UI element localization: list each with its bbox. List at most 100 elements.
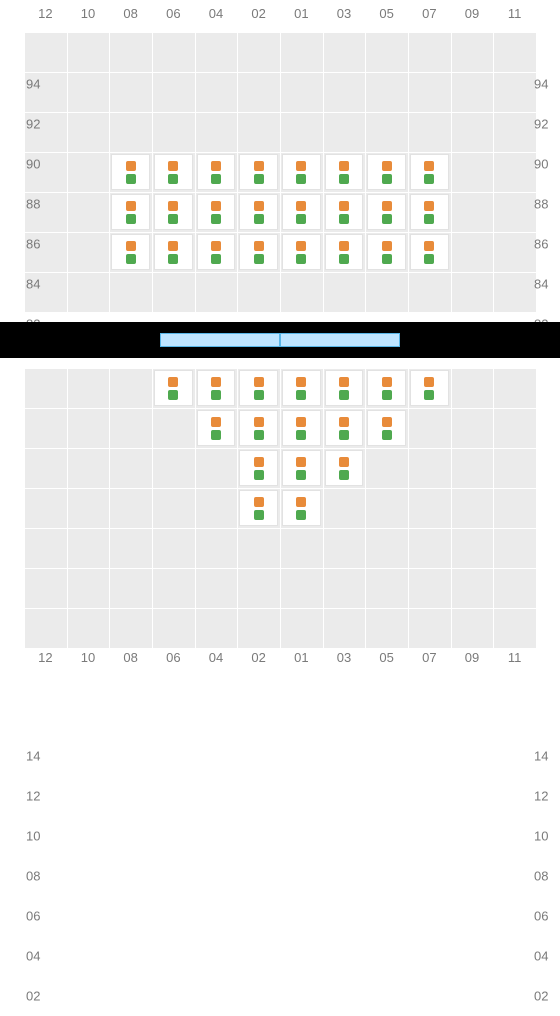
column-label: 09 xyxy=(465,6,479,21)
grid-cell[interactable] xyxy=(282,154,321,190)
grid-cell[interactable] xyxy=(197,410,236,446)
grid-cell[interactable] xyxy=(197,194,236,230)
marker-top xyxy=(254,417,264,427)
grid-cell[interactable] xyxy=(239,450,278,486)
column-label: 05 xyxy=(379,650,393,665)
grid-cell[interactable] xyxy=(111,154,150,190)
marker-bottom xyxy=(254,470,264,480)
marker-top xyxy=(339,241,349,251)
grid-cell[interactable] xyxy=(154,370,193,406)
row-label: 10 xyxy=(534,829,548,844)
row-label: 12 xyxy=(534,789,548,804)
grid-cell[interactable] xyxy=(325,194,364,230)
column-label: 01 xyxy=(294,6,308,21)
marker-bottom xyxy=(168,214,178,224)
grid-cell[interactable] xyxy=(410,370,449,406)
grid-cell[interactable] xyxy=(282,410,321,446)
marker-top xyxy=(254,241,264,251)
marker-top xyxy=(296,241,306,251)
marker-top xyxy=(211,241,221,251)
grid-cell[interactable] xyxy=(367,234,406,270)
marker-bottom xyxy=(126,174,136,184)
marker-top xyxy=(382,417,392,427)
column-label: 10 xyxy=(81,650,95,665)
grid-cell[interactable] xyxy=(410,194,449,230)
bottom-row-labels-left: 14121008060402 xyxy=(26,736,50,1016)
grid-cell[interactable] xyxy=(282,490,321,526)
divider-band xyxy=(0,322,560,358)
column-label: 08 xyxy=(123,6,137,21)
grid-cell[interactable] xyxy=(367,194,406,230)
row-label: 84 xyxy=(534,277,548,292)
grid-cell[interactable] xyxy=(367,410,406,446)
grid-cell[interactable] xyxy=(367,370,406,406)
marker-bottom xyxy=(126,254,136,264)
bottom-cells xyxy=(24,368,536,648)
grid-cell[interactable] xyxy=(325,154,364,190)
grid-cell[interactable] xyxy=(154,194,193,230)
marker-bottom xyxy=(296,470,306,480)
marker-top xyxy=(296,457,306,467)
marker-bottom xyxy=(424,254,434,264)
grid-cell[interactable] xyxy=(154,234,193,270)
row-label: 86 xyxy=(534,237,548,252)
marker-bottom xyxy=(168,390,178,400)
marker-bottom xyxy=(382,214,392,224)
seating-diagram: 121008060402010305070911 94929088868482 … xyxy=(0,0,560,680)
marker-bottom xyxy=(254,214,264,224)
marker-top xyxy=(254,497,264,507)
grid-cell[interactable] xyxy=(282,194,321,230)
grid-cell[interactable] xyxy=(239,234,278,270)
marker-bottom xyxy=(424,214,434,224)
grid-cell[interactable] xyxy=(410,154,449,190)
divider-bar[interactable] xyxy=(280,333,400,347)
grid-cell[interactable] xyxy=(111,194,150,230)
column-label: 12 xyxy=(38,650,52,665)
marker-top xyxy=(254,457,264,467)
grid-cell[interactable] xyxy=(239,370,278,406)
grid-cell[interactable] xyxy=(410,234,449,270)
marker-bottom xyxy=(296,174,306,184)
grid-cell[interactable] xyxy=(282,370,321,406)
row-label: 92 xyxy=(534,117,548,132)
marker-bottom xyxy=(254,430,264,440)
grid-cell[interactable] xyxy=(367,154,406,190)
marker-bottom xyxy=(339,390,349,400)
marker-bottom xyxy=(211,254,221,264)
marker-bottom xyxy=(339,214,349,224)
marker-top xyxy=(339,417,349,427)
row-label: 08 xyxy=(534,869,548,884)
marker-bottom xyxy=(211,174,221,184)
column-label: 02 xyxy=(251,6,265,21)
marker-bottom xyxy=(382,430,392,440)
grid-cell[interactable] xyxy=(282,234,321,270)
marker-top xyxy=(168,201,178,211)
row-label: 10 xyxy=(26,829,40,844)
marker-top xyxy=(339,201,349,211)
marker-top xyxy=(382,161,392,171)
grid-cell[interactable] xyxy=(325,410,364,446)
grid-cell[interactable] xyxy=(197,234,236,270)
marker-top xyxy=(296,161,306,171)
grid-cell[interactable] xyxy=(282,450,321,486)
divider-bar[interactable] xyxy=(160,333,280,347)
grid-cell[interactable] xyxy=(111,234,150,270)
row-label: 02 xyxy=(534,989,548,1004)
row-label: 08 xyxy=(26,869,40,884)
grid-cell[interactable] xyxy=(239,410,278,446)
grid-cell[interactable] xyxy=(197,154,236,190)
grid-cell[interactable] xyxy=(239,490,278,526)
grid-cell[interactable] xyxy=(154,154,193,190)
marker-bottom xyxy=(168,174,178,184)
marker-bottom xyxy=(168,254,178,264)
marker-bottom xyxy=(382,174,392,184)
top-cells xyxy=(24,32,536,312)
grid-cell[interactable] xyxy=(239,154,278,190)
grid-cell[interactable] xyxy=(325,370,364,406)
grid-cell[interactable] xyxy=(325,234,364,270)
column-labels-bottom: 121008060402010305070911 xyxy=(24,650,536,674)
grid-cell[interactable] xyxy=(325,450,364,486)
marker-bottom xyxy=(296,254,306,264)
grid-cell[interactable] xyxy=(197,370,236,406)
grid-cell[interactable] xyxy=(239,194,278,230)
